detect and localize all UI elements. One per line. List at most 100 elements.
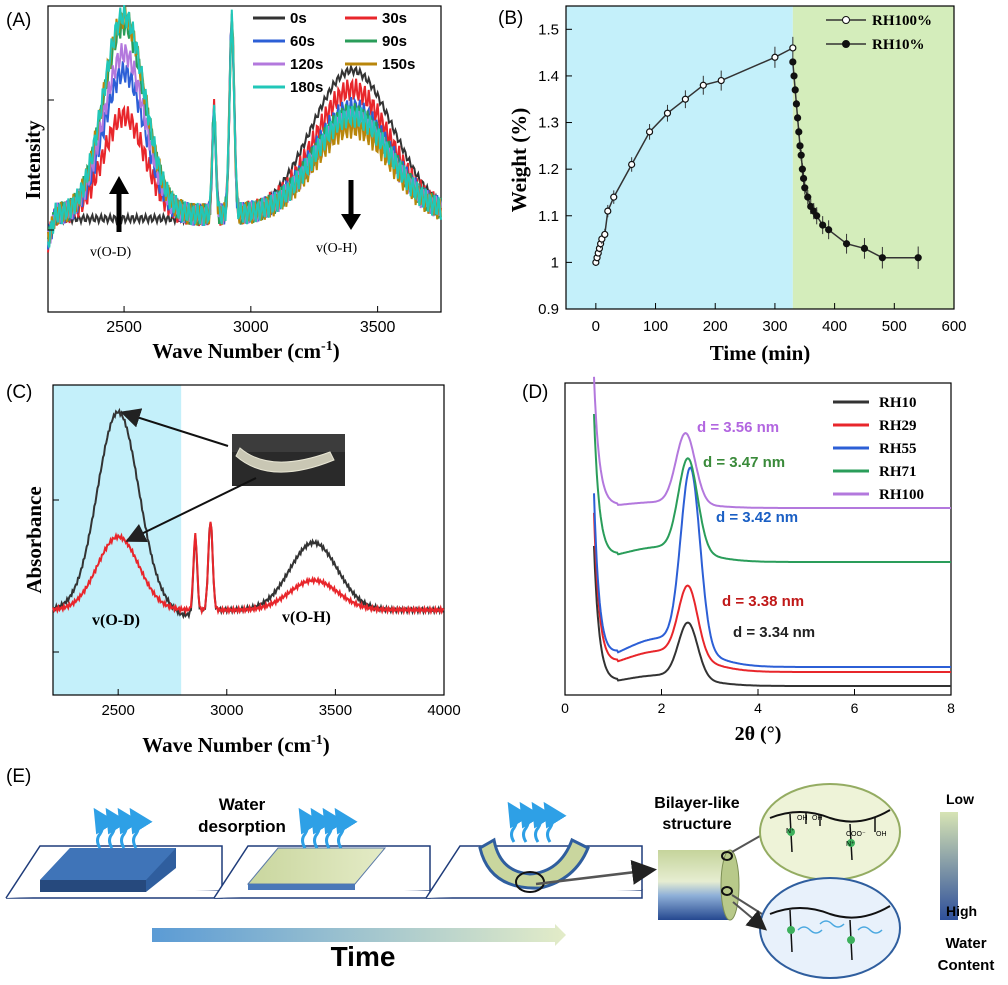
panel-a-label: (A) [6,10,31,31]
x-tick-label: 3500 [360,319,396,336]
legend-marker [842,40,850,48]
data-point [789,58,797,66]
data-point [794,114,802,122]
molecule-label: N⁺ [846,841,855,848]
xrd-line-RH55 [593,466,951,668]
y-tick-label: 1.2 [538,161,559,178]
panel-c-xlabel: Wave Number (cm-1) [142,733,329,757]
d-spacing-label: d = 3.56 nm [697,419,779,436]
plate-3 [425,837,643,899]
legend-label: RH100% [872,13,932,29]
y-tick-label: 1.1 [538,208,559,225]
panel-b-label: (B) [498,8,523,29]
panel-d-label: (D) [522,382,548,403]
high-label: High [946,903,977,919]
evaporation-arrow [129,807,153,849]
time-arrow [152,924,566,946]
panel-c-curves [52,407,445,620]
panel-d-d-labels: d = 3.56 nm d = 3.47 nm d = 3.42 nm d = 3.3… [697,419,815,641]
plate-1 [5,845,223,899]
x-tick-label: 2500 [101,702,134,719]
panel-a-xlabel: Wave Number (cm-1) [152,339,339,363]
xrd-line-RH100 [593,376,951,509]
water-content-label: Water Content [938,935,995,974]
xrd-line-RH10 [593,545,951,687]
data-point [792,100,801,108]
panel-c-label: (C) [6,382,32,403]
photo-arrow-bottom [125,477,257,542]
data-point [790,72,798,80]
legend-label: 30s [382,10,407,27]
d-spacing-label: d = 3.38 nm [722,593,804,610]
molecule-label: COO⁻ [846,831,866,838]
panel-b-legend: RH100% RH10% [826,13,932,53]
data-point [796,142,804,150]
x-tick-label: 4000 [427,702,460,719]
evaporation-arrow [117,807,141,849]
molecule-label: OH [876,831,887,838]
x-tick-label: 8 [947,700,955,716]
panel-a: (A) 2500 3000 3500 0s 30s 60s 90s 120s 150s 180s… [6,5,442,363]
legend-label: RH10 [879,395,917,411]
xrd-line-RH71 [593,413,951,563]
data-point [789,44,797,52]
x-tick-label: 6 [851,700,859,716]
data-point [645,128,654,136]
panel-a-legend: 0s 30s 60s 90s 120s 150s 180s [253,10,415,96]
bilayer-cylinder [658,849,740,921]
wet-arrow [732,901,768,931]
region-band [792,6,954,309]
panel-c: (C) 2500 3000 3500 4000 v(O-D) v(O-H) Wave … [6,382,461,757]
data-point [819,221,827,229]
wet-molecule [769,905,891,961]
molecule-label: OH [812,815,823,822]
evaporation-arrow [519,801,543,843]
legend-label: 90s [382,33,407,50]
legend-label: RH29 [879,418,917,434]
evaporation-arrows [93,801,567,849]
data-point [791,86,799,94]
dry-molecule [769,809,891,861]
legend-label: 150s [382,56,415,73]
d-spacing-label: d = 3.47 nm [703,454,785,471]
data-point [878,254,886,262]
zoom-line-top [731,835,761,853]
od-arrow-up [109,176,129,232]
y-tick-label: 1.5 [538,21,559,38]
panel-c-ylabel: Absorbance [22,486,46,593]
panel-b-ylabel: Weight (%) [507,108,531,212]
panel-a-curves [47,5,442,253]
data-point [699,81,707,89]
d-spacing-label: d = 3.34 nm [733,624,815,641]
data-point [842,240,851,248]
evaporation-arrow [105,807,129,849]
evaporation-arrow [507,801,531,843]
legend-label: RH10% [872,37,925,53]
panel-d: (D) 0 2 4 6 8 RH10 RH29 RH55 RH71 RH100 d = 3.56… [522,376,955,745]
x-tick-label: 100 [643,318,668,335]
y-tick-label: 1 [551,254,559,271]
panel-c-od-annotation: v(O-D) [92,612,140,629]
panel-b-ticks: 0 100 200 300 400 500 600 0.9 1 1.1 1.2 1.3 1.4 1.5 [538,21,966,335]
panel-a-od-annotation: v(O-D) [90,245,132,260]
panel-c-ticks: 2500 3000 3500 4000 [53,499,461,719]
data-point [797,151,805,159]
data-point [604,207,612,215]
x-tick-label: 500 [882,318,907,335]
x-tick-label: 3000 [233,319,269,336]
panel-d-curves [593,376,951,687]
data-point [804,193,812,201]
zoom-arrow [535,859,657,886]
data-point [663,109,672,117]
panel-a-frame [47,5,442,313]
evaporation-arrow [334,807,358,849]
data-point [801,184,809,192]
evaporation-arrow [322,807,346,849]
spectrum-line-30s [47,13,442,253]
panel-b-xlabel: Time (min) [710,341,811,365]
x-tick-label: 3500 [319,702,352,719]
panel-b-series [592,36,922,269]
spectrum-line [52,521,445,616]
